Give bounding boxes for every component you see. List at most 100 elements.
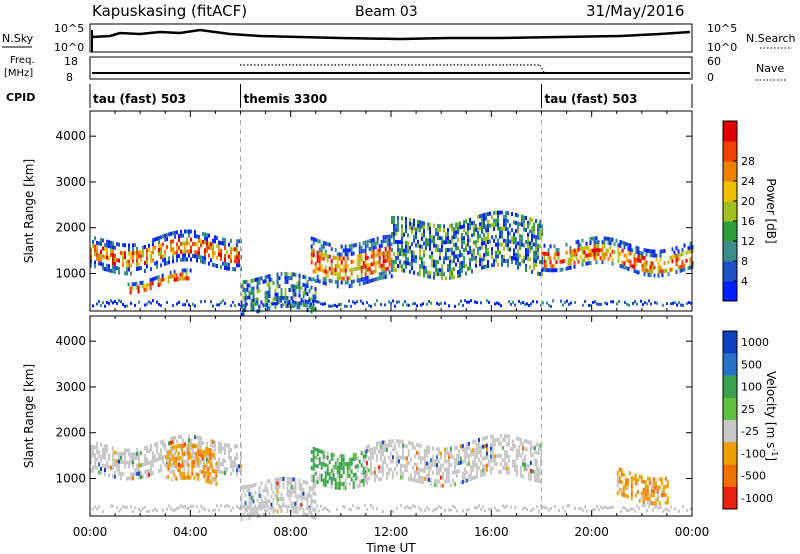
data-cell [457,270,459,275]
data-cell [407,440,410,445]
y-tick-label: 4000 [55,129,86,143]
data-cell [316,274,319,279]
x-tick-label: 00:00 [675,525,710,539]
data-cell [651,265,654,270]
data-cell [322,268,325,273]
data-cell [467,453,470,458]
data-cell [164,237,166,242]
data-cell [463,447,466,452]
data-cell [671,259,674,264]
data-cell [302,282,305,287]
data-cell [397,228,399,232]
data-cell [370,270,373,275]
data-cell [140,475,142,480]
data-cell [164,261,166,266]
data-cell [449,275,451,280]
data-cell [308,304,311,309]
data-cell [384,247,387,251]
data-cell [266,491,269,496]
data-cell [232,464,234,469]
data-cell [656,485,659,490]
data-cell [346,248,349,253]
data-cell [173,469,176,474]
data-cell [136,250,138,255]
data-cell [488,507,490,511]
data-cell [143,288,146,292]
data-cell [462,509,464,513]
data-cell [364,450,367,454]
data-cell [387,443,390,448]
data-cell [681,252,684,257]
data-cell [437,268,439,273]
data-cell [447,228,449,232]
data-cell [230,464,232,468]
data-cell [306,497,309,502]
data-cell [196,463,198,468]
data-cell [419,459,422,464]
data-cell [447,268,449,272]
data-cell [104,468,106,473]
data-cell [246,488,249,493]
data-cell [546,301,548,305]
data-cell [306,308,309,313]
data-cell [176,506,178,510]
data-cell [96,449,98,454]
data-cell [164,446,166,451]
data-cell [344,268,347,273]
data-cell [395,455,398,460]
data-cell [433,223,435,228]
data-cell [170,436,172,441]
data-cell [537,243,539,248]
data-cell [386,250,389,255]
data-cell [543,263,546,268]
data-cell [663,261,666,265]
data-cell [240,284,243,289]
data-cell [605,252,608,257]
data-cell [451,239,453,244]
data-cell [197,448,200,453]
data-cell [112,474,114,479]
data-cell [484,509,486,513]
data-cell [378,272,381,277]
data-cell [565,242,568,247]
data-cell [403,268,405,273]
data-cell [419,252,421,257]
data-cell [284,295,287,300]
data-cell [429,482,432,487]
data-cell [471,249,473,254]
data-cell [168,256,170,261]
data-cell [633,265,636,270]
data-cell [278,504,280,508]
data-cell [364,248,367,253]
data-cell [171,477,174,482]
data-cell [397,248,399,252]
data-cell [160,251,162,256]
data-cell [637,254,640,259]
data-cell [477,235,479,239]
data-cell [425,449,428,454]
data-cell [605,248,608,253]
data-cell [372,241,375,246]
data-cell [210,300,212,304]
data-cell [274,481,277,486]
data-cell [485,443,488,448]
data-cell [209,476,212,481]
data-cell [457,461,460,466]
data-cell [314,500,317,505]
data-cell [397,264,399,268]
data-cell [455,246,457,251]
data-cell [381,448,384,453]
data-cell [205,466,208,471]
data-cell [242,288,245,293]
data-cell [270,277,273,282]
data-cell [443,455,446,460]
data-cell [236,464,238,469]
data-cell [156,236,158,241]
data-cell [234,247,236,252]
data-cell [129,290,132,295]
data-cell [664,508,666,512]
data-cell [244,288,247,292]
data-cell [252,303,254,307]
data-cell [421,468,424,473]
data-cell [463,228,465,233]
